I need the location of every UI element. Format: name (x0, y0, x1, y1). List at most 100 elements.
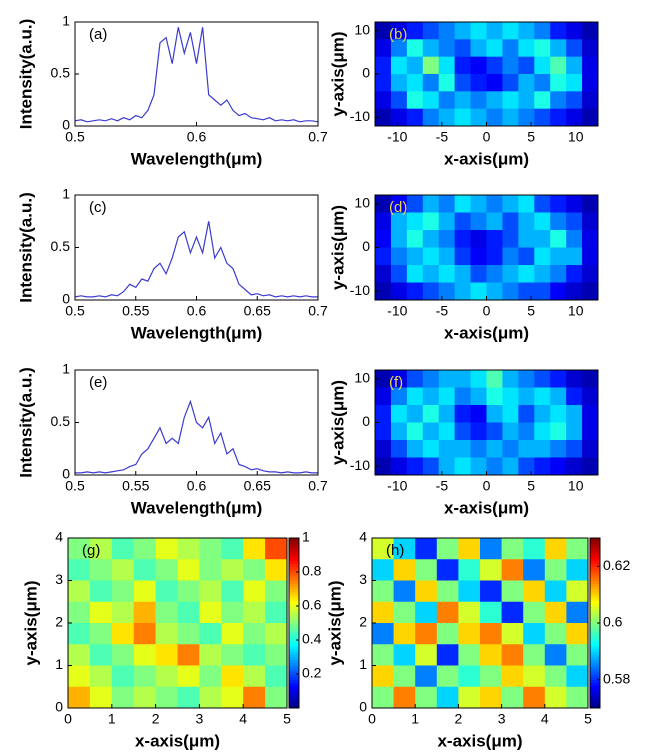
colorbar-swatch (590, 674, 600, 678)
heatmap-cell (566, 686, 589, 709)
heatmap-cell (550, 247, 567, 266)
colorbar-frame (288, 537, 300, 709)
heatmap-cell (89, 644, 113, 666)
heatmap-cell (534, 387, 551, 406)
colorbar-swatch (289, 557, 299, 562)
heatmap-cell (375, 195, 392, 213)
heatmap-cell (502, 230, 519, 248)
colorbar-swatch (590, 702, 600, 706)
x-tick-label: 4 (541, 711, 549, 727)
heatmap-cell (68, 686, 91, 709)
colorbar-swatch (289, 691, 299, 695)
colorbar-swatch (590, 577, 600, 581)
heatmap-cell (406, 422, 424, 441)
heatmap-cell (438, 387, 456, 406)
heatmap-cell (566, 601, 589, 624)
heatmap-cell (243, 686, 266, 709)
heatmap-cell (243, 623, 266, 645)
y-tick-label: 4 (55, 529, 63, 545)
heatmap-cell (243, 601, 266, 624)
heatmap-cell (406, 265, 424, 283)
heatmap-cell (438, 247, 456, 266)
x-tick-label: 0.55 (122, 303, 149, 319)
heatmap-cell (470, 195, 487, 213)
y-tick-label: 10 (354, 194, 370, 210)
heatmap-cell (470, 39, 487, 58)
heatmap-cell (243, 580, 266, 603)
colorbar-swatch (289, 560, 299, 564)
heatmap-cell (265, 580, 288, 603)
heatmap-cell (534, 247, 551, 266)
heatmap-cell (438, 370, 456, 388)
heatmap-cell (199, 623, 222, 645)
colorbar-swatch (590, 620, 600, 624)
y-tick-label: 1 (62, 13, 70, 29)
heatmap-cell (582, 405, 599, 423)
heatmap-cell (480, 580, 503, 603)
colorbar-swatch (590, 617, 600, 621)
colorbar-swatch (590, 640, 600, 644)
heatmap-cell (221, 559, 244, 581)
heatmap-cell (566, 22, 583, 40)
colorbar-swatch (289, 603, 299, 607)
heatmap-cell (470, 282, 487, 301)
heatmap-cell (372, 559, 395, 581)
heatmap-cell (111, 644, 135, 666)
heatmap-cell (582, 22, 599, 40)
colorbar-swatch (289, 594, 299, 598)
heatmap-cell (501, 623, 524, 645)
heatmap-cell (486, 230, 503, 248)
heatmap-cell (422, 22, 440, 40)
heatmap-cell (458, 559, 481, 581)
heatmap-cell (518, 422, 535, 441)
heatmap-cell (111, 538, 135, 560)
heatmap-cell (458, 601, 481, 624)
heatmap-cell (518, 282, 535, 301)
colorbar-swatch (590, 645, 600, 649)
heatmap-cell (470, 56, 487, 75)
heatmap-cell (486, 282, 503, 301)
heatmap-cell (438, 39, 456, 58)
x-tick-label: 0.5 (65, 129, 85, 145)
heatmap-cell (458, 623, 481, 645)
heatmap-cell (375, 108, 392, 127)
heatmap-cell (436, 686, 459, 709)
heatmap-cell (68, 601, 91, 624)
heatmap-cell (422, 74, 440, 92)
colorbar-swatch (590, 642, 600, 647)
heatmap-cell (523, 559, 546, 581)
colorbar-swatch (289, 668, 299, 672)
heatmap-cell (480, 559, 503, 581)
heatmap-cell (582, 247, 599, 266)
heatmap-cell (406, 91, 424, 110)
heatmap-cell (89, 580, 113, 603)
x-tick-label: 0.5 (65, 478, 85, 494)
heatmap-cell (390, 212, 408, 231)
y-axis-label: y-axis(μm) (21, 580, 40, 665)
heatmap-cell (582, 457, 599, 476)
heatmap-cell (221, 580, 244, 603)
colorbar-swatch (590, 538, 600, 542)
heatmap-cell (454, 387, 472, 406)
colorbar-swatch (289, 665, 299, 669)
heatmap-cell (566, 457, 583, 476)
colorbar-swatch (289, 640, 299, 644)
heatmap-cell (454, 195, 472, 213)
heatmap-cell (177, 559, 200, 581)
heatmap-cell (582, 422, 599, 441)
heatmap-cell (372, 601, 395, 624)
heatmap-cell (518, 108, 535, 127)
heatmap-cell (199, 601, 222, 624)
colorbar-tick-label: 0.8 (302, 563, 322, 579)
heatmap-cell (436, 580, 459, 603)
heatmap-cell (436, 601, 459, 624)
x-tick-label: 5 (584, 711, 592, 727)
heatmap-cell (486, 440, 503, 458)
heatmap-cell (454, 56, 472, 75)
colorbar-swatch (289, 662, 299, 666)
y-tick-label: 0 (362, 413, 370, 429)
colorbar-swatch (289, 657, 299, 661)
colorbar-swatch (590, 659, 600, 664)
heatmap-cell (438, 405, 456, 423)
heatmap-cell (390, 422, 408, 441)
